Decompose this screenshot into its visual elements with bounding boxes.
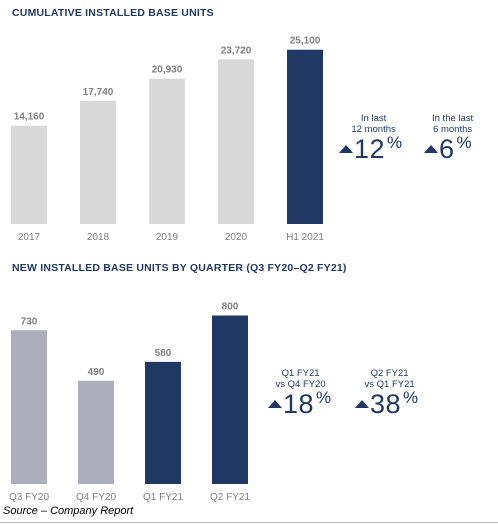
cumulative-chart-svg: 14,160 2017 17,740 2018 20,930 2019 23,720 2020… bbox=[11, 36, 324, 243]
quarterly-chart-title: NEW INSTALLED BASE UNITS BY QUARTER (Q3 … bbox=[12, 262, 347, 274]
bar-2019 bbox=[149, 78, 185, 224]
data-label: 20,930 bbox=[152, 65, 183, 76]
stat-q2-vs-q1-value: 38 bbox=[370, 389, 402, 419]
stat-q2-vs-q1: Q2 FY21 vs Q1 FY21 38 % bbox=[355, 368, 418, 418]
bar-2018 bbox=[80, 100, 116, 224]
bar-q3-fy20 bbox=[11, 330, 47, 484]
stat-6-months-label-line2: 6 months bbox=[433, 124, 473, 135]
stat-6-months-value-row: 6 % bbox=[424, 133, 473, 164]
data-label: 800 bbox=[222, 302, 239, 313]
data-label: 25,100 bbox=[290, 36, 321, 47]
bar-q4-fy20 bbox=[78, 380, 114, 484]
stat-q2-vs-q1-value-row: 38 % bbox=[355, 388, 419, 419]
up-triangle-icon bbox=[339, 145, 353, 153]
stat-q2-vs-q1-label: Q2 FY21 vs Q1 FY21 bbox=[361, 368, 418, 390]
stat-q1-vs-q4-unit: % bbox=[316, 388, 332, 407]
stat-6-months-label-line1: In the last bbox=[432, 113, 474, 124]
source-note: Source – Company Report bbox=[3, 505, 134, 517]
stat-6-months-label: In the last 6 months bbox=[432, 113, 473, 135]
stat-12-months-label: In last 12 months bbox=[345, 113, 402, 135]
up-triangle-icon bbox=[424, 145, 438, 153]
bar-2020 bbox=[218, 59, 254, 224]
x-tick-label: Q4 FY20 bbox=[76, 492, 116, 503]
x-tick-label: 2020 bbox=[225, 232, 248, 243]
x-tick-label: Q1 FY21 bbox=[143, 492, 183, 503]
up-triangle-icon bbox=[268, 400, 282, 408]
x-tick-label: 2019 bbox=[156, 232, 179, 243]
stat-q1-vs-q4: Q1 FY21 vs Q4 FY20 18 % bbox=[268, 368, 331, 418]
stat-6-months-value: 6 bbox=[439, 134, 455, 164]
x-tick-label: 2018 bbox=[87, 232, 110, 243]
stat-12-months-value: 12 bbox=[354, 134, 386, 164]
bar-q1-fy21 bbox=[145, 361, 181, 484]
stat-12-months-label-line2: 12 months bbox=[351, 124, 396, 135]
x-tick-label: H1 2021 bbox=[286, 232, 324, 243]
x-tick-label: Q3 FY20 bbox=[9, 492, 49, 503]
data-label: 490 bbox=[88, 367, 105, 378]
bar-h1-2021 bbox=[287, 49, 323, 224]
quarterly-chart-svg: 730 Q3 FY20 490 Q4 FY20 580 Q1 FY21 800 Q2 FY21 bbox=[9, 302, 250, 503]
source-divider bbox=[0, 522, 498, 523]
stat-6-months-unit: % bbox=[456, 133, 472, 152]
stat-12-months: In last 12 months 12 % bbox=[339, 113, 402, 163]
x-tick-label: Q2 FY21 bbox=[210, 492, 250, 503]
data-label: 17,740 bbox=[83, 87, 114, 98]
stat-q1-vs-q4-label-line1: Q1 FY21 bbox=[281, 368, 320, 379]
bar-2017 bbox=[11, 125, 47, 224]
stat-12-months-label-line1: In last bbox=[360, 113, 387, 124]
data-label: 730 bbox=[21, 316, 38, 327]
stat-12-months-value-row: 12 % bbox=[339, 133, 403, 164]
stat-q2-vs-q1-label-line1: Q2 FY21 bbox=[370, 368, 409, 379]
stat-q1-vs-q4-value: 18 bbox=[283, 389, 315, 419]
cumulative-chart-panel: CUMULATIVE INSTALLED BASE UNITS 14,160 20… bbox=[0, 0, 498, 252]
data-label: 580 bbox=[155, 348, 172, 359]
stat-q2-vs-q1-label-line2: vs Q1 FY21 bbox=[364, 379, 415, 390]
stat-q2-vs-q1-unit: % bbox=[403, 388, 419, 407]
stat-q1-vs-q4-label: Q1 FY21 vs Q4 FY20 bbox=[270, 368, 331, 390]
data-label: 23,720 bbox=[221, 45, 252, 56]
stat-q1-vs-q4-label-line2: vs Q4 FY20 bbox=[275, 379, 326, 390]
bar-q2-fy21 bbox=[212, 315, 248, 484]
cumulative-chart-title: CUMULATIVE INSTALLED BASE UNITS bbox=[12, 7, 214, 19]
stat-6-months: In the last 6 months 6 % bbox=[424, 113, 473, 163]
stat-12-months-unit: % bbox=[387, 133, 403, 152]
x-tick-label: 2017 bbox=[18, 232, 41, 243]
stat-q1-vs-q4-value-row: 18 % bbox=[268, 388, 332, 419]
data-label: 14,160 bbox=[14, 112, 45, 123]
quarterly-chart-panel: NEW INSTALLED BASE UNITS BY QUARTER (Q3 … bbox=[0, 252, 498, 503]
up-triangle-icon bbox=[355, 400, 369, 408]
